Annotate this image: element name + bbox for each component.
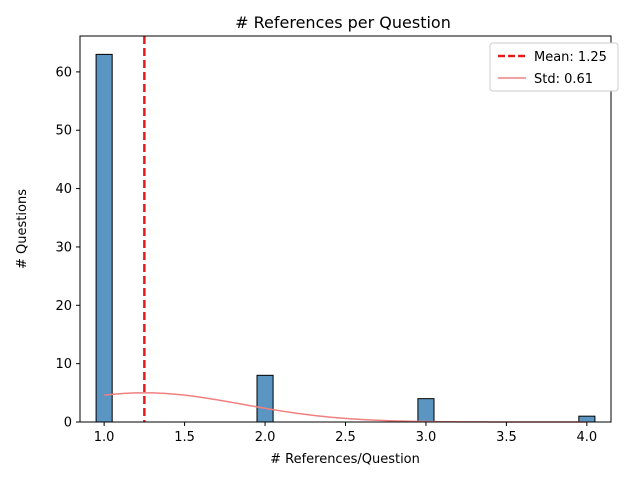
x-axis-label: # References/Question xyxy=(270,452,420,467)
legend: Mean: 1.25 Std: 0.61 xyxy=(489,42,619,92)
std-curve-layer xyxy=(104,392,587,423)
x-tick-label: 3.0 xyxy=(416,430,437,445)
y-tick-label: 50 xyxy=(55,124,72,139)
histogram-bar xyxy=(256,374,274,423)
y-tick-label: 30 xyxy=(55,240,72,255)
y-tick-label: 20 xyxy=(55,299,72,314)
x-tick-label: 4.0 xyxy=(577,430,598,445)
x-tick-label: 1.0 xyxy=(94,430,115,445)
histogram-bar xyxy=(95,53,113,423)
std-curve xyxy=(104,392,587,423)
y-tick-label: 10 xyxy=(55,357,72,372)
y-tick-label: 40 xyxy=(55,182,72,197)
y-tick-label: 60 xyxy=(55,65,72,80)
x-tick-label: 3.5 xyxy=(496,430,517,445)
bars-layer xyxy=(95,53,596,423)
chart-title: # References per Question xyxy=(235,13,451,32)
plot-frame xyxy=(79,35,612,423)
histogram-bar xyxy=(578,415,596,423)
y-tick-label: 0 xyxy=(64,416,72,431)
histogram-bar xyxy=(417,398,435,423)
x-tick-label: 1.5 xyxy=(174,430,195,445)
y-axis-label: # Questions xyxy=(15,189,30,269)
x-tick-label: 2.5 xyxy=(335,430,356,445)
legend-mean-label: Mean: 1.25 xyxy=(534,50,607,65)
legend-std-label: Std: 0.61 xyxy=(534,72,593,87)
x-axis-ticks: 1.0 1.5 2.0 2.5 3.0 3.5 4.0 xyxy=(94,422,597,445)
x-tick-label: 2.0 xyxy=(255,430,276,445)
y-axis-ticks: 0 10 20 30 40 50 60 xyxy=(55,65,80,431)
